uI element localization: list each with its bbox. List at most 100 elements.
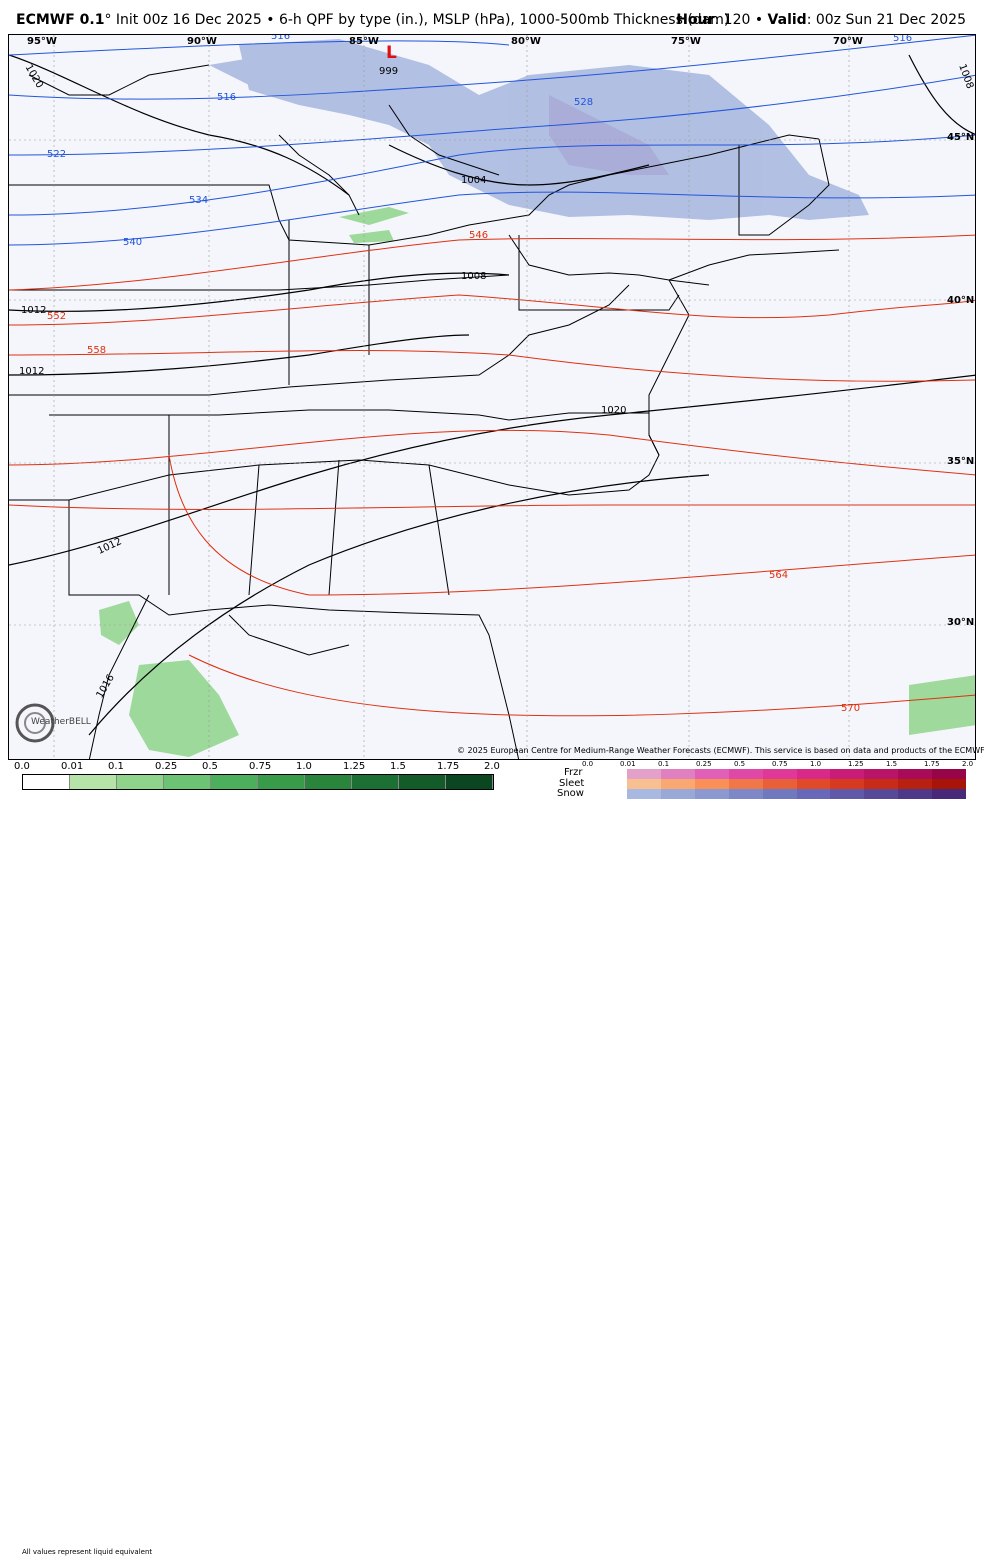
- map-title: ECMWF 0.1° Init 00z 16 Dec 2025 • 6-h QP…: [16, 12, 730, 28]
- rain-tick: 1.25: [343, 761, 366, 772]
- type-tick: 0.5: [734, 760, 746, 768]
- sleet-label: Sleet: [559, 778, 585, 789]
- lon-label: 75°W: [671, 36, 701, 47]
- type-scale-swatch: [694, 789, 729, 799]
- legend-note: All values represent liquid equivalent: [22, 1548, 153, 1556]
- type-tick: 0.1: [658, 760, 670, 768]
- rain-tick: 1.0: [296, 761, 312, 772]
- thickness-label: 546: [469, 230, 489, 241]
- type-scale-swatch: [728, 779, 763, 789]
- type-scale-swatch: [864, 779, 899, 789]
- type-tick: 0.75: [772, 760, 788, 768]
- rain-scale-swatch: [305, 775, 352, 789]
- type-scale-swatch: [627, 789, 661, 799]
- graticule: [9, 35, 975, 759]
- type-tick: 0.01: [620, 760, 636, 768]
- snow-label: Snow: [557, 788, 584, 799]
- low-pressure-value: 999: [379, 66, 399, 77]
- thickness-label: 516: [893, 34, 913, 44]
- lat-label: 35°N: [947, 456, 975, 467]
- lat-label: 40°N: [947, 295, 975, 306]
- rain-scale-swatch: [117, 775, 164, 789]
- rain-scale-swatch: [70, 775, 117, 789]
- rain-tick: 2.0: [484, 761, 500, 772]
- type-scale-swatch: [762, 789, 797, 799]
- low-pressure-marker: L: [386, 43, 397, 63]
- type-scale-swatch: [796, 789, 831, 799]
- snow-precip: [209, 39, 869, 220]
- map-svg: [9, 35, 975, 759]
- type-scale-swatch: [627, 779, 661, 789]
- thickness-label: 564: [769, 570, 789, 581]
- type-tick: 0.25: [696, 760, 712, 768]
- type-scale-swatch: [898, 769, 933, 779]
- weatherbell-logo: WeatherBELL: [15, 701, 95, 745]
- type-scale-swatch: [728, 789, 763, 799]
- thickness-label: 522: [47, 149, 67, 160]
- thickness-label: 552: [47, 311, 67, 322]
- isobar-label: 1008: [461, 271, 487, 282]
- isobars: [9, 54, 975, 736]
- type-scale-swatch: [762, 769, 797, 779]
- rain-tick: 0.0: [14, 761, 30, 772]
- thickness-label: 558: [87, 345, 107, 356]
- rain-tick: 0.25: [155, 761, 178, 772]
- rain-tick: 0.01: [61, 761, 84, 772]
- type-tick: 0.0: [582, 760, 594, 768]
- lon-label: 90°W: [187, 36, 217, 47]
- type-scale-swatch: [694, 769, 729, 779]
- type-scale-swatch: [898, 789, 933, 799]
- rain-scale-swatch: [211, 775, 258, 789]
- type-scale-swatch: [762, 779, 797, 789]
- type-tick: 1.0: [810, 760, 822, 768]
- rain-tick: 0.75: [249, 761, 272, 772]
- type-tick: 1.75: [924, 760, 940, 768]
- logo-text: WeatherBELL: [31, 717, 91, 727]
- isobar-label: 1004: [461, 175, 487, 186]
- type-scale-swatch: [830, 769, 865, 779]
- weather-map[interactable]: 95°W 90°W 85°W 80°W 75°W 70°W 45°N 40°N …: [8, 34, 976, 760]
- lon-label: 85°W: [349, 36, 379, 47]
- isobar-label: 1012: [21, 305, 47, 316]
- rain-tick: 1.5: [390, 761, 406, 772]
- thickness-label: 516: [271, 34, 291, 42]
- thickness-cold: [9, 35, 975, 246]
- rain-scale-swatch: [399, 775, 446, 789]
- thickness-warm: [9, 234, 975, 717]
- lon-label: 95°W: [27, 36, 57, 47]
- type-scale-swatch: [660, 789, 695, 799]
- isobar-label: 1020: [601, 405, 627, 416]
- type-scale-swatch: [660, 769, 695, 779]
- type-tick: 1.25: [848, 760, 864, 768]
- valid-time: Hour: 120 • Valid: 00z Sun 21 Dec 2025: [676, 12, 966, 28]
- type-scale-swatch: [627, 769, 661, 779]
- type-tick: 1.5: [886, 760, 898, 768]
- header: ECMWF 0.1° Init 00z 16 Dec 2025 • 6-h QP…: [0, 0, 984, 34]
- copyright: © 2025 European Centre for Medium-Range …: [457, 746, 984, 755]
- type-scale-swatch: [932, 769, 967, 779]
- rain-tick: 1.75: [437, 761, 460, 772]
- rain-scale-swatch: [23, 775, 70, 789]
- type-scale-row: [627, 789, 967, 799]
- thickness-label: 570: [841, 703, 861, 714]
- type-scale-swatch: [728, 769, 763, 779]
- type-scale-swatch: [830, 779, 865, 789]
- type-scale-swatch: [932, 789, 967, 799]
- type-scale-swatch: [932, 779, 967, 789]
- type-scale-row: [627, 769, 967, 779]
- thickness-label: 534: [189, 195, 209, 206]
- type-scale-swatch: [898, 779, 933, 789]
- rain-tick: 0.1: [108, 761, 124, 772]
- lon-label: 70°W: [833, 36, 863, 47]
- isobar-label: 1012: [19, 366, 45, 377]
- type-scale-swatch: [694, 779, 729, 789]
- type-scale-swatch: [796, 779, 831, 789]
- type-scale-row: [627, 779, 967, 789]
- rain-scale-swatch: [446, 775, 493, 789]
- boundaries: [9, 64, 840, 759]
- legend: 0.0 0.01 0.1 0.25 0.5 0.75 1.0 1.25 1.5 1.75 2.0 A…: [0, 760, 984, 1556]
- lat-label: 30°N: [947, 617, 975, 628]
- type-scale-swatch: [660, 779, 695, 789]
- lon-label: 80°W: [511, 36, 541, 47]
- rain-scale-swatch: [258, 775, 305, 789]
